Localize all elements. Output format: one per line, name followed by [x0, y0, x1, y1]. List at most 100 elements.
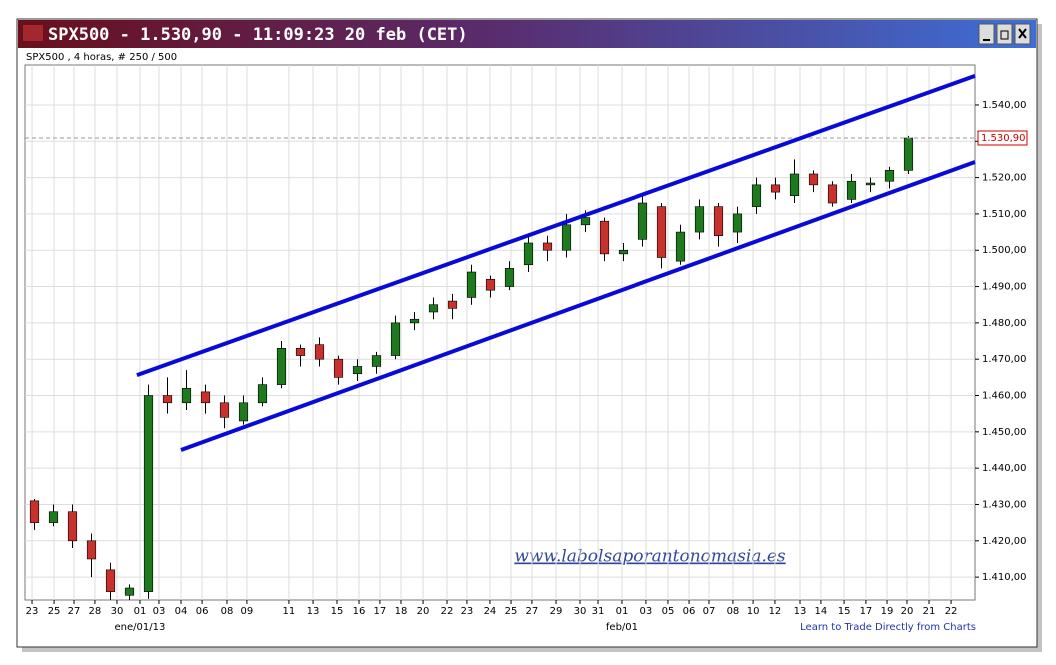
x-tick-label: 14 [815, 606, 828, 617]
candle-body [314, 344, 325, 360]
trend-line [180, 160, 976, 452]
candle-body [770, 184, 781, 193]
x-tick-label: 24 [484, 606, 497, 617]
candle-body [257, 384, 268, 404]
y-tick-label: 1.540,00 [982, 100, 1027, 111]
candle-body [656, 206, 667, 258]
candle-body [162, 395, 173, 404]
candle-body [86, 540, 97, 560]
candle-body [694, 206, 705, 233]
candle-body [751, 184, 762, 207]
title-bar [18, 20, 1036, 48]
candle-body [675, 231, 686, 262]
x-tick-label: 01 [134, 606, 147, 617]
x-tick-label: 12 [769, 606, 782, 617]
y-tick-label: 1.450,00 [982, 427, 1027, 438]
candle-body [105, 569, 116, 592]
candle-body [884, 170, 895, 182]
candle-body [732, 213, 743, 233]
footer-link[interactable]: Learn to Trade Directly from Charts [800, 622, 976, 633]
candle-body [295, 347, 306, 356]
x-tick-label: 06 [196, 606, 209, 617]
x-tick-label: 03 [153, 606, 166, 617]
x-tick-label: 03 [640, 606, 653, 617]
last-price-box [977, 130, 1028, 146]
x-tick-label: 20 [901, 606, 914, 617]
x-tick-label: 10 [747, 606, 760, 617]
candle-body [371, 355, 382, 367]
y-tick-label: 1.520,00 [982, 173, 1027, 184]
window-buttons[interactable] [978, 23, 1031, 45]
window-title: SPX500 - 1.530,90 - 11:09:23 20 feb (CET… [48, 25, 468, 45]
candle-body [846, 180, 857, 200]
candle-body [504, 268, 515, 287]
candle-body [390, 322, 401, 356]
candle-body [447, 300, 458, 309]
month-label: ene/01/13 [115, 622, 166, 633]
x-tick-label: 08 [221, 606, 234, 617]
y-tick-label: 1.420,00 [982, 536, 1027, 547]
y-tick-label: 1.460,00 [982, 391, 1027, 402]
candle-body [352, 366, 363, 375]
candle-body [333, 358, 344, 378]
candle-body [789, 173, 800, 197]
y-tick-label: 1.490,00 [982, 282, 1027, 293]
plot-content [25, 65, 975, 600]
y-tick-label: 1.410,00 [982, 572, 1027, 583]
y-tick-label: 1.470,00 [982, 354, 1027, 365]
candle-body [523, 242, 534, 266]
y-tick-label: 1.480,00 [982, 318, 1027, 329]
candle-body [124, 587, 135, 596]
x-tick-label: 19 [881, 606, 894, 617]
candle-body [428, 304, 439, 313]
candle-body [865, 182, 876, 186]
x-tick-label: 31 [592, 606, 605, 617]
x-tick-label: 25 [48, 606, 61, 617]
x-tick-label: 17 [374, 606, 387, 617]
candle-body [561, 224, 572, 251]
y-tick-label: 1.510,00 [982, 209, 1027, 220]
x-tick-label: 29 [550, 606, 563, 617]
x-tick-label: 13 [307, 606, 320, 617]
x-tick-label: 13 [794, 606, 807, 617]
y-tick-label: 1.430,00 [982, 499, 1027, 510]
trend-line [136, 74, 976, 378]
x-tick-label: 30 [111, 606, 124, 617]
candle-body [238, 402, 249, 422]
app-icon [23, 25, 43, 41]
x-tick-label: 22 [945, 606, 958, 617]
restore-button[interactable] [996, 23, 1013, 45]
month-label: feb/01 [606, 622, 638, 633]
x-tick-label: 08 [727, 606, 740, 617]
x-tick-label: 09 [241, 606, 254, 617]
candle-body [637, 202, 648, 240]
candle-body [409, 318, 420, 324]
x-tick-label: 15 [838, 606, 851, 617]
x-tick-label: 28 [89, 606, 102, 617]
candle-body [485, 278, 496, 291]
x-tick-label: 18 [395, 606, 408, 617]
x-tick-label: 04 [175, 606, 188, 617]
x-tick-label: 27 [68, 606, 81, 617]
minimize-button[interactable] [978, 23, 995, 45]
x-tick-label: 01 [616, 606, 629, 617]
candle-body [580, 217, 591, 226]
x-tick-label: 22 [441, 606, 454, 617]
candle-body [618, 249, 629, 255]
x-tick-label: 17 [860, 606, 873, 617]
candle-body [219, 402, 230, 418]
y-tick-label: 1.440,00 [982, 463, 1027, 474]
x-tick-label: 30 [574, 606, 587, 617]
candle-body [808, 173, 819, 186]
candle-body [29, 500, 40, 523]
watermark[interactable]: www.labolsaporantonomasia.es [514, 547, 786, 567]
last-price-label: 1.530,90 [981, 133, 1026, 144]
candle-body [143, 395, 154, 592]
candle-body [276, 347, 287, 385]
x-tick-label: 07 [703, 606, 716, 617]
x-tick-label: 27 [526, 606, 539, 617]
x-tick-label: 25 [505, 606, 518, 617]
chart-subtitle: SPX500 , 4 horas, # 250 / 500 [26, 52, 177, 63]
candle-body [200, 391, 211, 404]
